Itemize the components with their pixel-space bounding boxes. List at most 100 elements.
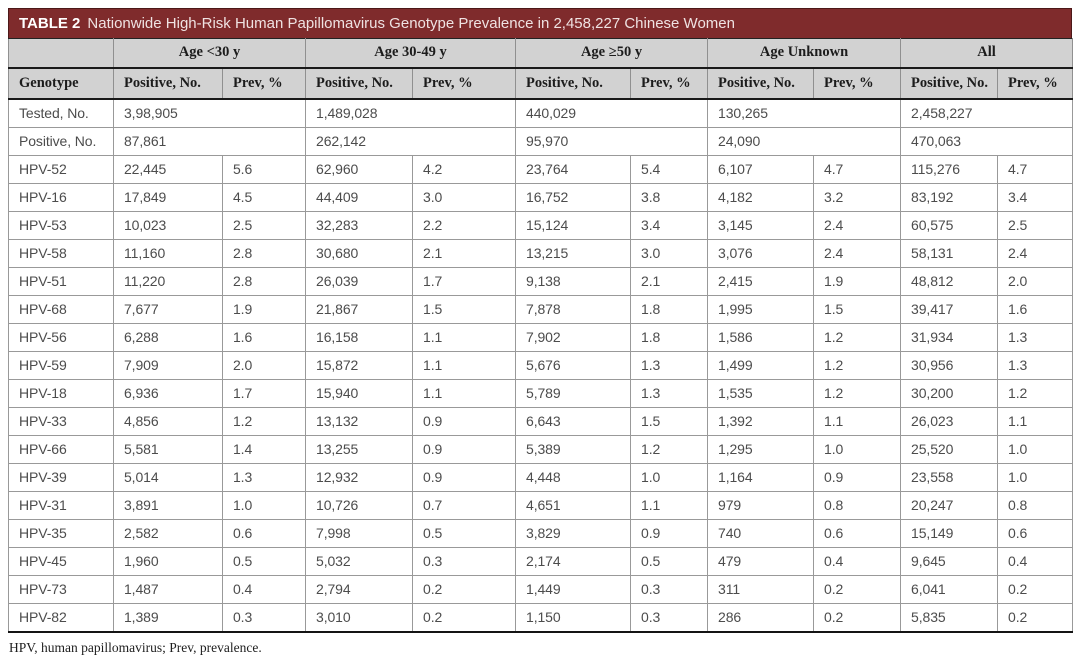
table-row: HPV-56 6,288 1.6 16,158 1.1 7,902 1.8 1,…	[8, 322, 1074, 352]
value-cell: 4,182	[707, 182, 815, 212]
value-cell: 5.4	[630, 154, 709, 184]
value-cell: 12,932	[305, 462, 414, 492]
value-cell: 0.6	[997, 518, 1074, 548]
value-cell: 1.2	[813, 378, 902, 408]
value-cell: 15,872	[305, 350, 414, 380]
genotype-cell: HPV-52	[8, 154, 114, 184]
row-label: Positive, No.	[8, 126, 114, 156]
value-cell: 31,934	[900, 322, 999, 352]
value-cell: 5.6	[221, 154, 307, 184]
value-cell: 1.1	[630, 490, 709, 520]
value-cell: 3.0	[412, 182, 517, 212]
value-cell: 0.6	[813, 518, 902, 548]
table-row: HPV-45 1,960 0.5 5,032 0.3 2,174 0.5 479…	[8, 546, 1074, 576]
summary-rows: Tested, No. 3,98,905 1,489,028 440,029 1…	[8, 98, 1074, 156]
value-cell: 21,867	[305, 294, 414, 324]
value-cell: 7,902	[515, 322, 632, 352]
value-cell: 1.2	[813, 322, 902, 352]
value-cell: 0.3	[630, 574, 709, 604]
value-cell: 2.8	[221, 238, 307, 268]
value-cell: 0.9	[412, 406, 517, 436]
value-cell: 60,575	[900, 210, 999, 240]
value-cell: 32,283	[305, 210, 414, 240]
value-cell: 0.3	[630, 602, 709, 632]
table-title-text: Nationwide High-Risk Human Papillomaviru…	[87, 15, 735, 32]
value-cell: 740	[707, 518, 815, 548]
value-cell: 0.2	[412, 574, 517, 604]
genotype-rows: HPV-52 22,445 5.6 62,960 4.2 23,764 5.4 …	[8, 154, 1074, 632]
genotype-column-header: Genotype	[8, 67, 114, 100]
value-cell: 5,014	[113, 462, 223, 492]
value-cell: 1.3	[221, 462, 307, 492]
value-cell: 7,998	[305, 518, 414, 548]
value-cell: 3,891	[113, 490, 223, 520]
value-cell: 5,581	[113, 434, 223, 464]
positive-count-ge50: 95,970	[515, 126, 709, 156]
value-cell: 286	[707, 602, 815, 632]
value-cell: 0.9	[813, 462, 902, 492]
value-cell: 13,132	[305, 406, 414, 436]
value-cell: 1.1	[813, 406, 902, 436]
value-cell: 62,960	[305, 154, 414, 184]
tested-count-unknown: 130,265	[707, 98, 902, 128]
value-cell: 9,138	[515, 266, 632, 296]
value-cell: 9,645	[900, 546, 999, 576]
value-cell: 15,149	[900, 518, 999, 548]
value-cell: 3,076	[707, 238, 815, 268]
value-cell: 1,535	[707, 378, 815, 408]
value-cell: 83,192	[900, 182, 999, 212]
value-cell: 115,276	[900, 154, 999, 184]
genotype-cell: HPV-33	[8, 406, 114, 436]
value-cell: 4.7	[813, 154, 902, 184]
value-cell: 0.4	[813, 546, 902, 576]
value-cell: 1.5	[412, 294, 517, 324]
value-cell: 25,520	[900, 434, 999, 464]
value-cell: 0.2	[813, 574, 902, 604]
genotype-cell: HPV-59	[8, 350, 114, 380]
value-cell: 2.2	[412, 210, 517, 240]
value-cell: 16,158	[305, 322, 414, 352]
value-cell: 5,032	[305, 546, 414, 576]
value-cell: 11,160	[113, 238, 223, 268]
group-header-spacer	[8, 38, 114, 69]
value-cell: 1,389	[113, 602, 223, 632]
table-number-label: TABLE 2	[19, 15, 81, 32]
value-cell: 1,487	[113, 574, 223, 604]
tested-count-all: 2,458,227	[900, 98, 1074, 128]
value-cell: 1,150	[515, 602, 632, 632]
value-cell: 48,812	[900, 266, 999, 296]
value-cell: 5,676	[515, 350, 632, 380]
value-cell: 58,131	[900, 238, 999, 268]
value-cell: 2.5	[221, 210, 307, 240]
table-row: HPV-68 7,677 1.9 21,867 1.5 7,878 1.8 1,…	[8, 294, 1074, 324]
value-cell: 0.2	[997, 602, 1074, 632]
value-cell: 5,835	[900, 602, 999, 632]
value-cell: 0.3	[412, 546, 517, 576]
value-cell: 1,960	[113, 546, 223, 576]
table-row: HPV-53 10,023 2.5 32,283 2.2 15,124 3.4 …	[8, 210, 1074, 240]
value-cell: 1,586	[707, 322, 815, 352]
value-cell: 1.0	[813, 434, 902, 464]
prev-col-header-30-49: Prev, %	[412, 67, 517, 100]
column-header-row: Genotype Positive, No. Prev, % Positive,…	[8, 67, 1074, 100]
value-cell: 0.2	[813, 602, 902, 632]
genotype-cell: HPV-51	[8, 266, 114, 296]
value-cell: 5,389	[515, 434, 632, 464]
genotype-cell: HPV-45	[8, 546, 114, 576]
value-cell: 16,752	[515, 182, 632, 212]
genotype-cell: HPV-56	[8, 322, 114, 352]
group-header-age-lt30: Age <30 y	[112, 38, 307, 69]
value-cell: 0.7	[412, 490, 517, 520]
value-cell: 3.4	[997, 182, 1074, 212]
value-cell: 2.1	[412, 238, 517, 268]
value-cell: 0.2	[412, 602, 517, 632]
value-cell: 2.5	[997, 210, 1074, 240]
value-cell: 2.8	[221, 266, 307, 296]
genotype-cell: HPV-58	[8, 238, 114, 268]
positive-col-header-all: Positive, No.	[900, 67, 999, 100]
value-cell: 13,215	[515, 238, 632, 268]
positive-count-all: 470,063	[900, 126, 1074, 156]
value-cell: 2,582	[113, 518, 223, 548]
genotype-cell: HPV-68	[8, 294, 114, 324]
page: TABLE 2 Nationwide High-Risk Human Papil…	[8, 8, 1074, 655]
